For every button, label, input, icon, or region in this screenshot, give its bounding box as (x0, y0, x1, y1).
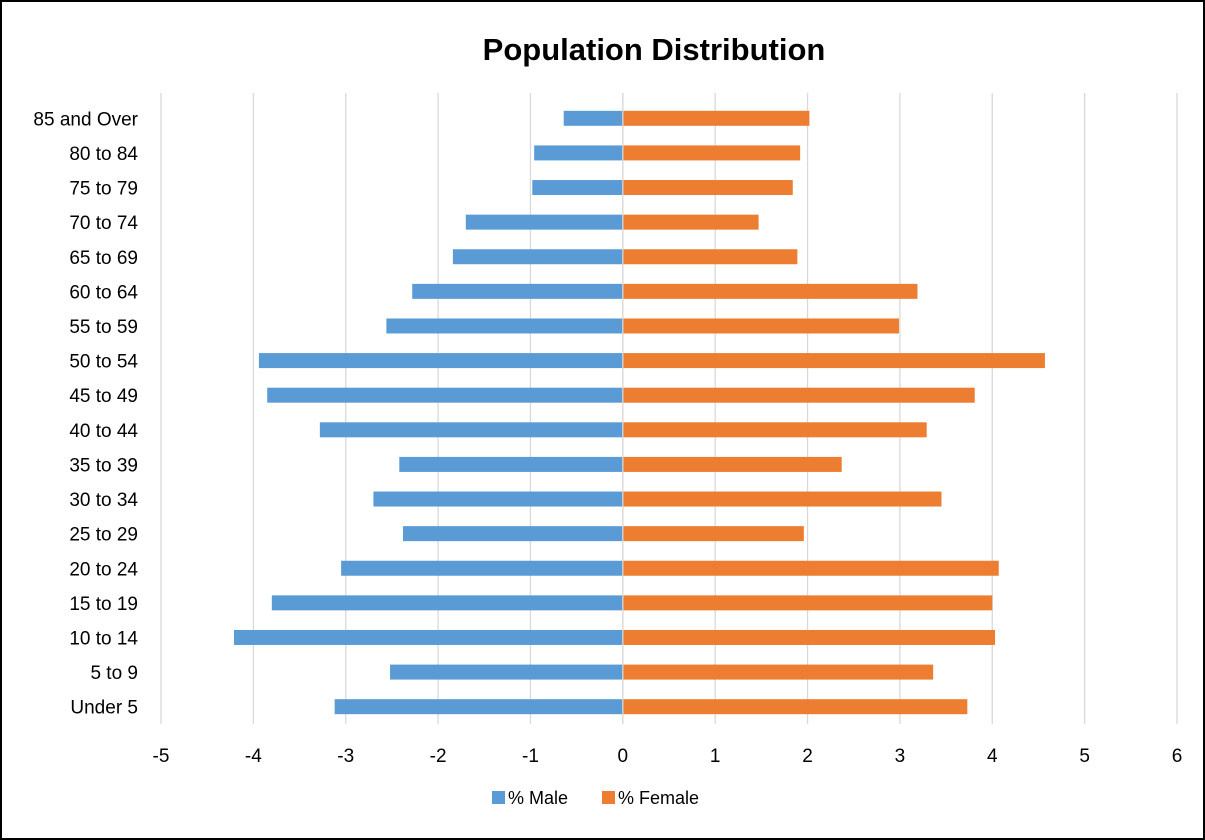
bar-female (622, 629, 996, 645)
y-tick-label: 85 and Over (33, 109, 138, 130)
bar-female (622, 387, 975, 403)
legend: % Male % Female (492, 788, 699, 808)
y-tick-label: 60 to 64 (69, 282, 138, 303)
legend-swatch (602, 791, 615, 804)
bar-male (390, 664, 623, 680)
y-tick-label: 35 to 39 (69, 455, 138, 476)
bar-male (267, 387, 623, 403)
y-tick-label: 70 to 74 (69, 213, 138, 234)
bar-male (373, 491, 623, 507)
bar-male (334, 699, 623, 715)
y-tick-label: 45 to 49 (69, 386, 138, 407)
x-tick-label: -1 (522, 746, 539, 767)
bar-male (233, 629, 623, 645)
chart-title: Population Distribution (483, 32, 826, 67)
x-tick-label: 0 (618, 746, 629, 767)
y-tick-label: 50 to 54 (69, 352, 138, 373)
bar-male (402, 526, 623, 542)
y-tick-label: 20 to 24 (69, 559, 138, 580)
x-tick-label: 5 (1079, 746, 1090, 767)
y-tick-label: 25 to 29 (69, 525, 138, 546)
bar-male (452, 249, 623, 265)
y-tick-label: 55 to 59 (69, 317, 138, 338)
y-tick-label: 80 to 84 (69, 144, 138, 165)
bar-female (622, 283, 918, 299)
bar-male (399, 456, 623, 472)
bar-female (622, 595, 993, 611)
bar-male (386, 318, 623, 334)
y-tick-label: 65 to 69 (69, 248, 138, 269)
y-tick-label: 40 to 44 (69, 421, 138, 442)
bar-female (622, 456, 842, 472)
x-tick-label: -5 (153, 746, 170, 767)
y-tick-label: 30 to 34 (69, 490, 138, 511)
bar-female (622, 560, 999, 576)
bar-female (622, 422, 927, 438)
y-tick-label: Under 5 (70, 698, 138, 719)
x-tick-label: 3 (895, 746, 906, 767)
bar-male (534, 145, 623, 161)
legend-label: % Male (508, 788, 568, 808)
bar-female (622, 491, 942, 507)
bar-male (412, 283, 623, 299)
x-tick-label: 6 (1172, 746, 1183, 767)
bar-male (258, 353, 623, 369)
y-tick-label: 10 to 14 (69, 628, 138, 649)
legend-swatch (492, 791, 505, 804)
bar-female (622, 353, 1045, 369)
bar-female (622, 145, 801, 161)
x-tick-label: -3 (337, 746, 354, 767)
y-tick-label: 5 to 9 (90, 663, 138, 684)
bar-female (622, 180, 793, 196)
bar-female (622, 699, 968, 715)
bar-male (341, 560, 623, 576)
y-tick-label: 75 to 79 (69, 179, 138, 200)
bar-female (622, 318, 899, 334)
x-tick-label: 2 (802, 746, 813, 767)
bar-female (622, 110, 810, 126)
bar-female (622, 249, 798, 265)
bar-male (271, 595, 623, 611)
bar-female (622, 214, 759, 230)
bar-male (465, 214, 623, 230)
bar-female (622, 526, 804, 542)
x-tick-label: 4 (987, 746, 998, 767)
x-tick-label: -2 (430, 746, 447, 767)
y-tick-label: 15 to 19 (69, 594, 138, 615)
bars (233, 110, 1045, 715)
axes: -5 -4 -3 -2 -1 0 1 2 3 4 5 6 85 and Over 80 to 84 75 t… (33, 93, 1182, 767)
x-tick-label: 1 (710, 746, 721, 767)
bar-male (563, 110, 623, 126)
bar-male (532, 180, 623, 196)
legend-label: % Female (618, 788, 699, 808)
bar-male (319, 422, 623, 438)
x-tick-label: -4 (245, 746, 262, 767)
bar-female (622, 664, 934, 680)
